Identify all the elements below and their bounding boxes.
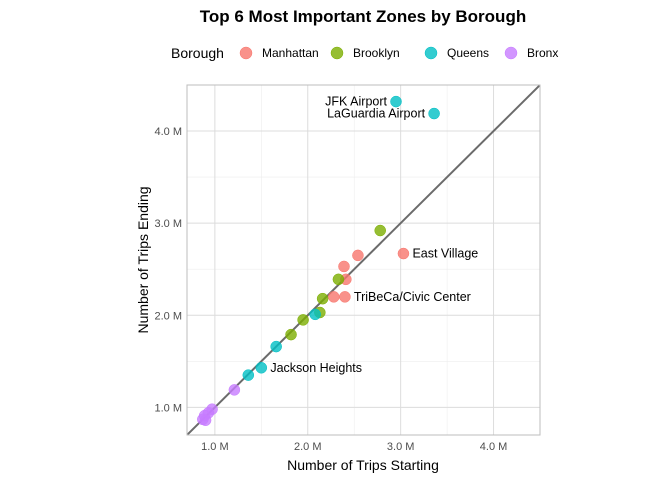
data-point-manhattan	[328, 291, 340, 303]
data-point-manhattan	[397, 247, 410, 260]
point-annotation: Jackson Heights	[270, 361, 362, 375]
data-point-queens	[242, 369, 255, 381]
legend-marker-queens	[424, 46, 438, 60]
data-point-queens	[255, 362, 268, 374]
legend: Borough Manhattan Brooklyn Queens Bronx	[171, 45, 558, 61]
legend-label-queens: Queens	[447, 46, 489, 60]
x-tick-label: 1.0 M	[201, 441, 229, 453]
point-annotation: LaGuardia Airport	[327, 107, 426, 121]
legend-marker-brooklyn	[330, 46, 344, 60]
data-point-brooklyn	[316, 292, 329, 305]
legend-marker-bronx	[504, 46, 518, 60]
legend-label-brooklyn: Brooklyn	[353, 46, 400, 60]
data-point-brooklyn	[285, 328, 297, 341]
data-point-queens	[309, 308, 321, 321]
reference-line-y-equals-x	[187, 85, 540, 435]
data-point-bronx	[228, 384, 241, 396]
y-tick-label: 3.0 M	[154, 218, 182, 230]
data-point-brooklyn	[332, 273, 345, 286]
x-tick-label: 4.0 M	[480, 441, 508, 453]
x-tick-label: 3.0 M	[387, 441, 415, 453]
y-tick-label: 1.0 M	[154, 402, 182, 414]
legend-marker-manhattan	[239, 46, 253, 60]
x-tick-label: 2.0 M	[294, 441, 322, 453]
point-annotation: JFK Airport	[325, 95, 387, 109]
plot-area: 1.0 M 2.0 M 3.0 M 4.0 M 1.0 M 2.0 M 3.0 M 4.0 M…	[154, 84, 541, 453]
data-point-brooklyn	[297, 314, 309, 326]
y-tick-label: 2.0 M	[154, 310, 182, 322]
data-point-bronx	[199, 414, 212, 427]
chart-title: Top 6 Most Important Zones by Borough	[200, 7, 526, 26]
legend-label-manhattan: Manhattan	[262, 46, 319, 60]
data-point-manhattan	[339, 291, 351, 303]
point-annotation: TriBeCa/Civic Center	[354, 290, 471, 304]
legend-title: Borough	[171, 45, 224, 61]
data-point-queens	[390, 95, 402, 108]
data-point-queens	[428, 107, 440, 120]
y-axis-label: Number of Trips Ending	[135, 186, 151, 333]
legend-label-bronx: Bronx	[527, 46, 558, 60]
data-point-brooklyn	[374, 224, 386, 237]
data-point-queens	[270, 340, 282, 353]
x-axis-label: Number of Trips Starting	[287, 457, 439, 473]
panel-border	[186, 84, 541, 436]
data-point-manhattan	[338, 260, 350, 273]
point-annotation: East Village	[412, 247, 478, 261]
data-point-manhattan	[352, 249, 364, 262]
y-tick-label: 4.0 M	[154, 126, 182, 138]
